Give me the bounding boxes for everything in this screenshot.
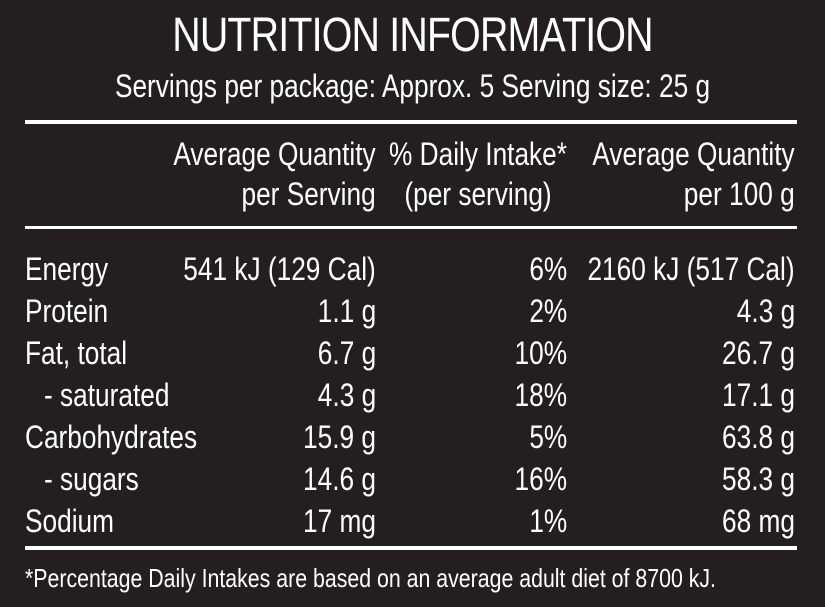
header-daily-intake: % Daily Intake* (per serving) (389, 134, 567, 214)
table-row-saturated: - saturated 4.3 g 18% 17.1 g (0, 374, 825, 416)
per-serving-value: 1.1 g (317, 293, 376, 329)
table-row-fat-total: Fat, total 6.7 g 10% 26.7 g (0, 332, 825, 374)
header-per-serving-line2: per Serving (241, 176, 376, 212)
nutrient-label: Sodium (25, 503, 114, 539)
header-per-serving: Average Quantity per Serving (174, 134, 376, 214)
table-row-sodium: Sodium 17 mg 1% 68 mg (0, 500, 825, 542)
header-per-serving-line1: Average Quantity (173, 136, 376, 172)
nutrient-label: - saturated (44, 377, 170, 413)
nutrient-label: - sugars (44, 461, 139, 497)
per-100g-value: 26.7 g (722, 335, 795, 371)
footnote: *Percentage Daily Intakes are based on a… (25, 563, 716, 593)
per-serving-value: 541 kJ (129 Cal) (183, 251, 376, 287)
per-100g-value: 63.8 g (722, 419, 795, 455)
table-row-energy: Energy 541 kJ (129 Cal) 6% 2160 kJ (517 … (0, 248, 825, 290)
nutrient-label: Carbohydrates (25, 419, 198, 455)
per-100g-value: 2160 kJ (517 Cal) (587, 251, 795, 287)
bottom-divider (25, 546, 797, 550)
daily-intake-value: 5% (529, 419, 567, 455)
table-row-carbohydrates: Carbohydrates 15.9 g 5% 63.8 g (0, 416, 825, 458)
nutrient-label: Protein (25, 293, 109, 329)
header-divider (25, 226, 797, 229)
daily-intake-value: 10% (514, 335, 567, 371)
daily-intake-value: 1% (529, 503, 567, 539)
nutrient-rows: Energy 541 kJ (129 Cal) 6% 2160 kJ (517 … (0, 248, 825, 542)
per-serving-value: 6.7 g (317, 335, 376, 371)
daily-intake-value: 16% (514, 461, 567, 497)
table-row-protein: Protein 1.1 g 2% 4.3 g (0, 290, 825, 332)
header-per-100g: Average Quantity per 100 g (593, 134, 795, 214)
per-serving-value: 4.3 g (317, 377, 376, 413)
per-100g-value: 17.1 g (722, 377, 795, 413)
per-100g-value: 58.3 g (722, 461, 795, 497)
per-100g-value: 4.3 g (736, 293, 795, 329)
daily-intake-value: 2% (529, 293, 567, 329)
header-daily-intake-line2: (per serving) (404, 176, 552, 212)
nutrient-label: Fat, total (25, 335, 128, 371)
servings-info: Servings per package: Approx. 5 Serving … (114, 68, 711, 104)
per-serving-value: 14.6 g (303, 461, 376, 497)
per-serving-value: 15.9 g (303, 419, 376, 455)
top-divider (25, 120, 797, 124)
daily-intake-value: 18% (514, 377, 567, 413)
header-per-100g-line2: per 100 g (684, 176, 795, 212)
per-100g-value: 68 mg (722, 503, 795, 539)
header-daily-intake-line1: % Daily Intake* (389, 136, 567, 172)
table-row-sugars: - sugars 14.6 g 16% 58.3 g (0, 458, 825, 500)
header-per-100g-line1: Average Quantity (592, 136, 795, 172)
daily-intake-value: 6% (529, 251, 567, 287)
panel-title: NUTRITION INFORMATION (172, 9, 653, 62)
per-serving-value: 17 mg (303, 503, 376, 539)
nutrient-label: Energy (25, 251, 109, 287)
